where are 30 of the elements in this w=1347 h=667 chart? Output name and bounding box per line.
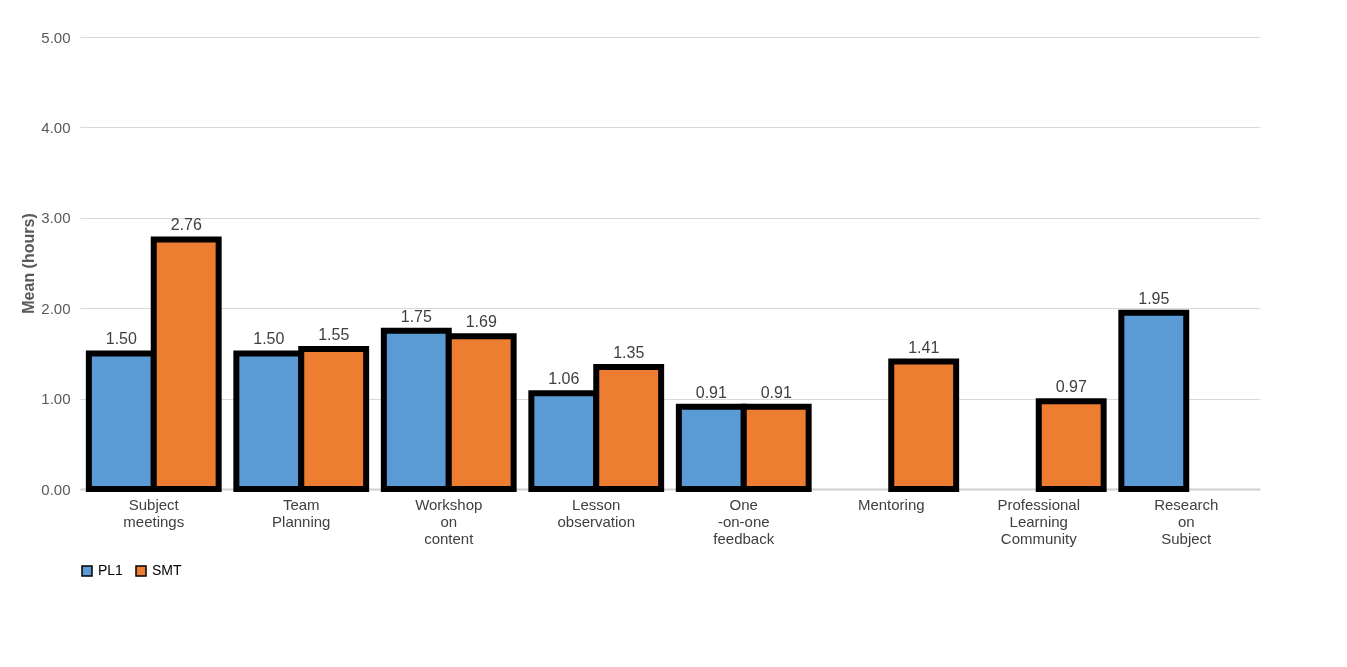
- y-axis-title: Mean (hours): [20, 213, 38, 314]
- y-tick-label: 5.00: [41, 28, 71, 46]
- x-tick-label: Workshop on content: [415, 495, 483, 547]
- y-tick-label: 1.00: [41, 390, 71, 408]
- x-tick-label: One -on-one feedback: [713, 495, 775, 547]
- x-tick-label: Mentoring: [857, 495, 925, 513]
- legend-label: PL1: [98, 562, 124, 578]
- data-label: 0.91: [760, 383, 792, 401]
- x-tick-label: Professional Learning Community: [997, 495, 1081, 547]
- data-label: 1.75: [400, 307, 432, 325]
- data-label: 1.35: [613, 343, 645, 361]
- data-label: 1.06: [548, 370, 580, 388]
- y-tick-label: 0.00: [41, 480, 71, 498]
- data-label: 1.69: [465, 313, 497, 331]
- data-label: 1.95: [1138, 289, 1170, 307]
- data-label: 0.91: [695, 383, 727, 401]
- x-tick-label: Research on Subject: [1154, 495, 1219, 547]
- legend-label: SMT: [152, 562, 182, 578]
- data-label: 1.55: [318, 325, 350, 343]
- data-label: 1.50: [105, 330, 137, 348]
- data-label: 1.50: [253, 330, 285, 348]
- y-tick-label: 3.00: [41, 209, 71, 227]
- x-tick-label: Lesson observation: [557, 495, 636, 530]
- data-label: 2.76: [170, 216, 202, 234]
- x-tick-label: Team Planning: [272, 495, 331, 530]
- x-tick-label: Subject meetings: [123, 495, 185, 530]
- data-label: 1.41: [908, 338, 940, 356]
- data-label: 0.97: [1055, 378, 1087, 396]
- y-tick-label: 2.00: [41, 299, 71, 317]
- y-tick-label: 4.00: [41, 118, 71, 136]
